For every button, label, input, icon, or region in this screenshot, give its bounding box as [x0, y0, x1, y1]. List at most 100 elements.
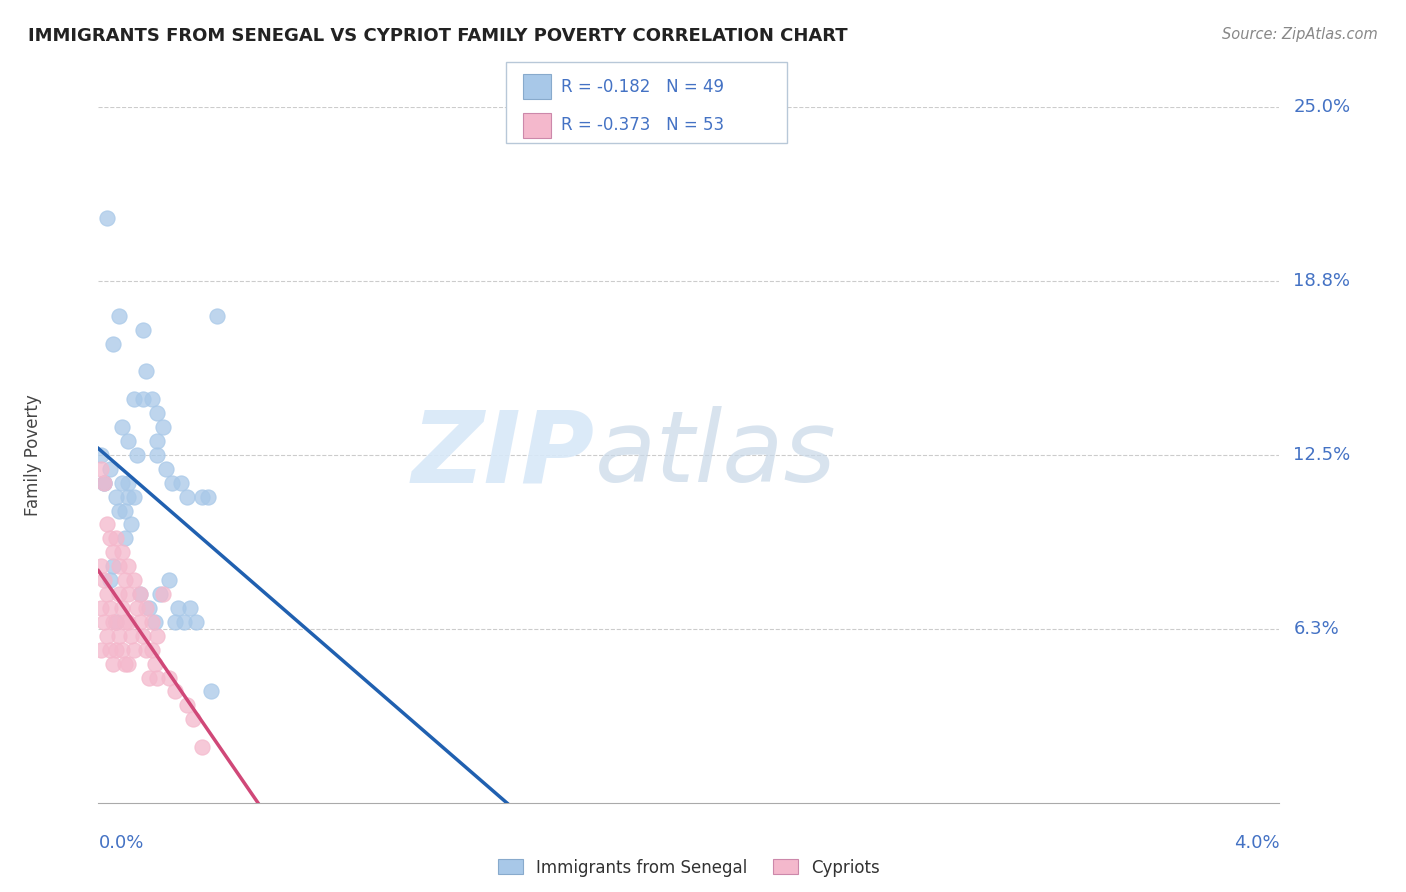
Point — [90, 642, 112, 657]
Text: IMMIGRANTS FROM SENEGAL VS CYPRIOT FAMILY POVERTY CORRELATION CHART: IMMIGRANTS FROM SENEGAL VS CYPRIOT FAMIL… — [28, 27, 848, 45]
Point — [117, 490, 139, 504]
Point — [98, 642, 121, 657]
Text: 25.0%: 25.0% — [1294, 98, 1351, 116]
Point — [155, 462, 177, 476]
Point — [114, 573, 136, 587]
Point — [157, 671, 180, 685]
Point — [205, 309, 228, 323]
Point — [90, 559, 112, 574]
Point — [132, 629, 155, 643]
Point — [135, 601, 157, 615]
Point — [132, 392, 155, 407]
Point — [165, 684, 187, 698]
Point — [108, 503, 131, 517]
Point — [146, 434, 169, 448]
Point — [111, 642, 134, 657]
Point — [108, 309, 131, 323]
Point — [146, 406, 169, 420]
Point — [90, 448, 112, 462]
Point — [141, 642, 163, 657]
Point — [98, 532, 121, 546]
Text: R = -0.182   N = 49: R = -0.182 N = 49 — [561, 78, 724, 95]
Point — [176, 490, 198, 504]
Point — [117, 475, 139, 490]
Point — [90, 462, 112, 476]
Point — [105, 642, 128, 657]
Text: ZIP: ZIP — [412, 407, 595, 503]
Point — [96, 211, 118, 226]
Point — [90, 601, 112, 615]
Point — [98, 462, 121, 476]
Point — [143, 615, 166, 629]
Text: 4.0%: 4.0% — [1234, 834, 1279, 852]
Point — [117, 587, 139, 601]
Point — [170, 475, 193, 490]
Point — [128, 615, 150, 629]
Point — [122, 490, 145, 504]
Point — [111, 420, 134, 434]
Point — [197, 490, 219, 504]
Point — [120, 629, 142, 643]
Point — [93, 475, 115, 490]
Point — [138, 671, 160, 685]
Point — [105, 615, 128, 629]
Legend: Immigrants from Senegal, Cypriots: Immigrants from Senegal, Cypriots — [489, 850, 889, 885]
Point — [111, 601, 134, 615]
Point — [146, 448, 169, 462]
Point — [165, 615, 187, 629]
Point — [96, 587, 118, 601]
Point — [135, 364, 157, 378]
Point — [93, 615, 115, 629]
Point — [135, 642, 157, 657]
Point — [103, 559, 124, 574]
Point — [111, 545, 134, 559]
Point — [93, 475, 115, 490]
Point — [128, 587, 150, 601]
Point — [191, 740, 214, 755]
Point — [152, 420, 174, 434]
Point — [157, 573, 180, 587]
Text: 12.5%: 12.5% — [1294, 446, 1351, 464]
Point — [105, 615, 128, 629]
Point — [98, 601, 121, 615]
Point — [122, 642, 145, 657]
Point — [162, 475, 183, 490]
Point — [96, 517, 118, 532]
Point — [117, 657, 139, 671]
Point — [167, 601, 190, 615]
Point — [179, 601, 201, 615]
Point — [117, 615, 139, 629]
Text: 6.3%: 6.3% — [1294, 620, 1339, 638]
Point — [152, 587, 174, 601]
Point — [141, 392, 163, 407]
Point — [108, 559, 131, 574]
Point — [125, 448, 148, 462]
Point — [93, 475, 115, 490]
Text: Family Poverty: Family Poverty — [24, 394, 42, 516]
Point — [105, 532, 128, 546]
Point — [128, 587, 150, 601]
Point — [114, 615, 136, 629]
Text: 0.0%: 0.0% — [98, 834, 143, 852]
Point — [120, 517, 142, 532]
Point — [122, 392, 145, 407]
Point — [146, 671, 169, 685]
Point — [181, 712, 204, 726]
Point — [143, 657, 166, 671]
Point — [132, 323, 155, 337]
Point — [122, 573, 145, 587]
Point — [176, 698, 198, 713]
Point — [200, 684, 222, 698]
Point — [98, 573, 121, 587]
Point — [105, 490, 128, 504]
Point — [191, 490, 214, 504]
Point — [114, 503, 136, 517]
Point — [114, 532, 136, 546]
Point — [146, 629, 169, 643]
Point — [114, 657, 136, 671]
Point — [141, 615, 163, 629]
Point — [125, 601, 148, 615]
Point — [173, 615, 195, 629]
Point — [103, 615, 124, 629]
Point — [93, 573, 115, 587]
